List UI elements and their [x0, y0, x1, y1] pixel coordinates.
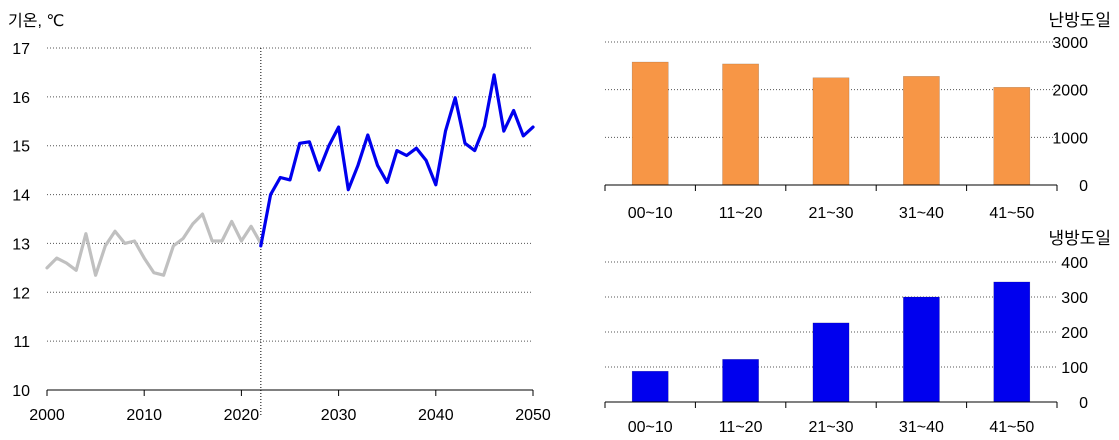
- bar: [722, 63, 759, 186]
- y-tick-label: 200: [1061, 325, 1088, 342]
- x-tick-label: 11~20: [719, 419, 763, 436]
- x-tick-label: 2040: [418, 407, 454, 424]
- y-axis-title: 기온, ℃: [8, 12, 64, 30]
- x-tick-label: 2010: [126, 407, 162, 424]
- temperature-line-chart: 10 11 12 13 14 15 16 17 2000 2010 2020 2030 2040 2050…: [8, 12, 551, 424]
- x-tick-label: 2050: [515, 407, 551, 424]
- observed-series-line: [45, 212, 263, 277]
- bar: [993, 281, 1031, 403]
- bar: [812, 322, 850, 403]
- y-tick-label: 12: [12, 285, 30, 302]
- bar: [631, 370, 669, 403]
- bar: [903, 76, 940, 186]
- x-tick-label: 31~40: [899, 205, 944, 222]
- x-tick-label: 2000: [29, 407, 65, 424]
- x-tick-label: 31~40: [899, 419, 944, 436]
- x-tick-label: 2030: [321, 407, 357, 424]
- y-tick-label: 14: [12, 188, 30, 205]
- y-tick-label: 2000: [1052, 83, 1088, 100]
- y-tick-label: 400: [1061, 255, 1088, 272]
- y-tick-label: 13: [12, 236, 30, 253]
- x-tick-label: 2020: [224, 407, 260, 424]
- bar: [812, 77, 850, 186]
- x-tick-label: 00~10: [628, 205, 673, 222]
- y-tick-label: 0: [1079, 178, 1088, 195]
- bar: [903, 296, 940, 403]
- heating-degree-days-bar-chart: 0 1000 2000 3000 00~10 11~20 21~30 31~40 41~50 난방…: [604, 11, 1111, 222]
- y-tick-label: 15: [12, 139, 30, 156]
- bar: [631, 61, 669, 186]
- x-tick-label: 11~20: [719, 205, 763, 222]
- cooling-degree-days-bar-chart: 0 100 200 300 400 00~10 11~20 21~30 31~40 41~50 냉방…: [604, 229, 1111, 436]
- y-tick-label: 300: [1061, 290, 1088, 307]
- y-tick-label: 0: [1079, 395, 1088, 412]
- y-tick-label: 1000: [1052, 130, 1088, 147]
- y-tick-label: 11: [13, 334, 30, 351]
- y-tick-label: 3000: [1052, 35, 1088, 52]
- y-tick-label: 10: [12, 383, 30, 400]
- chart-title: 냉방도일: [1048, 229, 1111, 248]
- y-tick-label: 17: [12, 41, 30, 58]
- x-tick-label: 41~50: [989, 419, 1034, 436]
- bar: [722, 359, 759, 403]
- chart-title: 난방도일: [1048, 11, 1111, 30]
- x-tick-label: 21~30: [809, 419, 854, 436]
- y-tick-label: 16: [12, 90, 30, 107]
- x-tick-label: 21~30: [809, 205, 854, 222]
- x-tick-label: 00~10: [628, 419, 673, 436]
- x-tick-label: 41~50: [989, 205, 1034, 222]
- bar: [993, 87, 1031, 186]
- y-tick-label: 100: [1061, 360, 1088, 377]
- projected-series-line: [259, 73, 535, 248]
